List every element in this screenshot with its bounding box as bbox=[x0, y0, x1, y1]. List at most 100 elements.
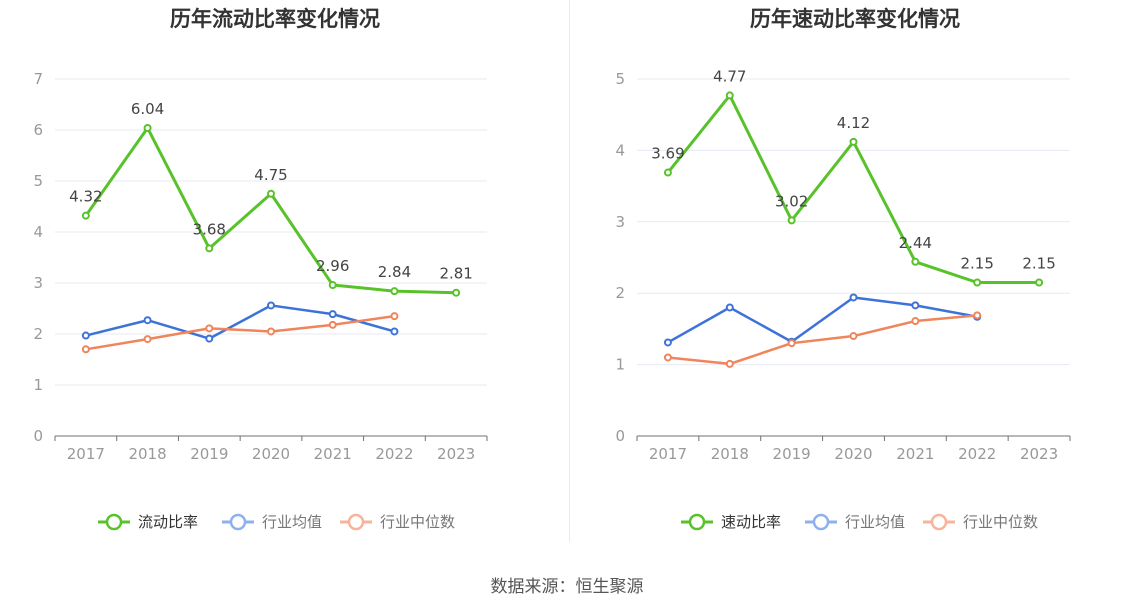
data-label: 2.81 bbox=[439, 265, 472, 283]
quick-ratio-legend: 速动比率 行业均值 行业中位数 bbox=[681, 513, 1038, 531]
data-point-ratio bbox=[205, 244, 214, 253]
x-tick-label: 2020 bbox=[252, 445, 290, 463]
legend-marker-icon bbox=[229, 513, 247, 531]
x-tick-label: 2017 bbox=[67, 445, 105, 463]
y-tick-label: 6 bbox=[33, 121, 43, 139]
series-industry-median bbox=[663, 311, 982, 368]
data-point-ratio bbox=[787, 216, 796, 225]
y-tick-label: 2 bbox=[615, 284, 625, 302]
data-point-industry-avg bbox=[267, 301, 275, 310]
data-source-label: 数据来源：恒生聚源 bbox=[490, 577, 644, 597]
data-point-industry-avg bbox=[390, 327, 399, 336]
y-tick-label: 4 bbox=[33, 223, 43, 241]
data-point-industry-avg bbox=[205, 334, 214, 343]
data-point-ratio bbox=[1035, 278, 1044, 287]
series-line-industry-median bbox=[85, 314, 395, 351]
legend-marker-icon bbox=[930, 513, 948, 531]
data-point-industry-median bbox=[328, 320, 337, 329]
data-point-industry-median bbox=[973, 311, 982, 320]
legend-marker-icon bbox=[347, 513, 365, 531]
legend-item-industry-avg[interactable]: 行业均值 bbox=[222, 513, 322, 531]
x-tick-label: 2019 bbox=[190, 445, 228, 463]
data-point-ratio bbox=[973, 278, 982, 287]
data-point-ratio bbox=[725, 91, 734, 100]
data-point-ratio bbox=[911, 257, 920, 266]
data-point-industry-median bbox=[849, 332, 858, 341]
data-point-industry-avg bbox=[143, 316, 152, 325]
x-tick-label: 2019 bbox=[773, 445, 811, 463]
y-tick-label: 5 bbox=[615, 70, 625, 88]
legend-label: 行业均值 bbox=[262, 513, 322, 531]
data-point-industry-median bbox=[911, 317, 920, 326]
series-ratio: 3.69 4.77 3.02 4.12 2.44 2.15 2.15 bbox=[651, 67, 1056, 287]
quick-ratio-title: 历年速动比率变化情况 bbox=[750, 7, 960, 31]
legend-marker-icon bbox=[105, 513, 123, 531]
quick-ratio-chart: 历年速动比率变化情况 0 1 2 3 4 5 2017 2018 2019 2020 2021 2022… bbox=[615, 7, 1071, 531]
y-tick-label: 3 bbox=[33, 274, 43, 292]
y-tick-label: 4 bbox=[615, 141, 625, 159]
y-tick-label: 1 bbox=[33, 376, 43, 394]
series-line-industry-median bbox=[667, 314, 978, 366]
y-tick-label: 5 bbox=[33, 172, 43, 190]
data-point-industry-median bbox=[81, 345, 90, 354]
x-tick-label: 2018 bbox=[711, 445, 749, 463]
y-tick-label: 1 bbox=[615, 356, 625, 374]
data-point-industry-avg bbox=[81, 331, 90, 340]
legend-item-ratio[interactable]: 速动比率 bbox=[681, 513, 781, 531]
data-label: 2.15 bbox=[961, 254, 994, 272]
legend-label: 行业中位数 bbox=[380, 513, 455, 531]
data-point-ratio bbox=[390, 287, 399, 296]
y-tick-label: 7 bbox=[33, 70, 43, 88]
legend-marker-icon bbox=[812, 513, 830, 531]
legend-label: 行业中位数 bbox=[963, 513, 1038, 531]
data-point-ratio bbox=[267, 189, 275, 198]
data-point-ratio bbox=[663, 168, 672, 177]
data-point-industry-avg bbox=[328, 310, 337, 319]
series-industry-median bbox=[81, 312, 399, 354]
x-tick-label: 2021 bbox=[896, 445, 934, 463]
data-label: 4.12 bbox=[837, 114, 870, 132]
data-point-ratio bbox=[452, 288, 461, 297]
current-ratio-legend: 流动比率 行业均值 行业中位数 bbox=[98, 513, 455, 531]
legend-item-ratio[interactable]: 流动比率 bbox=[98, 513, 198, 531]
data-point-industry-median bbox=[205, 324, 214, 333]
data-point-industry-median bbox=[787, 339, 796, 348]
x-tick-label: 2018 bbox=[128, 445, 166, 463]
data-label: 3.02 bbox=[775, 192, 808, 210]
data-point-industry-avg bbox=[849, 293, 858, 302]
series-line-industry-avg bbox=[667, 296, 978, 344]
series-ratio: 4.32 6.04 3.68 4.75 2.96 2.84 2.81 bbox=[69, 100, 473, 297]
legend-label: 行业均值 bbox=[845, 513, 905, 531]
series-line-industry-avg bbox=[85, 304, 395, 340]
y-tick-label: 0 bbox=[615, 427, 625, 445]
x-tick-label: 2023 bbox=[1020, 445, 1058, 463]
data-point-industry-avg bbox=[911, 301, 920, 310]
legend-label: 速动比率 bbox=[721, 513, 781, 531]
legend-marker-icon bbox=[688, 513, 706, 531]
current-ratio-title: 历年流动比率变化情况 bbox=[170, 7, 380, 31]
y-tick-label: 3 bbox=[615, 213, 625, 231]
data-point-industry-median bbox=[267, 327, 275, 336]
data-point-ratio bbox=[81, 211, 90, 220]
x-tick-label: 2022 bbox=[375, 445, 413, 463]
data-label: 2.44 bbox=[899, 234, 932, 252]
legend-item-industry-median[interactable]: 行业中位数 bbox=[340, 513, 455, 531]
data-point-industry-median bbox=[143, 335, 152, 344]
data-label: 2.84 bbox=[378, 263, 411, 281]
data-point-ratio bbox=[143, 123, 152, 132]
data-label: 4.77 bbox=[713, 67, 746, 85]
data-point-industry-median bbox=[663, 353, 672, 362]
panel-divider bbox=[569, 0, 570, 542]
y-tick-label: 0 bbox=[33, 427, 43, 445]
data-label: 2.96 bbox=[316, 257, 349, 275]
x-tick-label: 2023 bbox=[437, 445, 475, 463]
legend-item-industry-median[interactable]: 行业中位数 bbox=[923, 513, 1038, 531]
x-tick-label: 2017 bbox=[649, 445, 687, 463]
data-label: 3.68 bbox=[193, 220, 226, 238]
data-point-industry-median bbox=[390, 312, 399, 321]
data-label: 3.69 bbox=[651, 145, 684, 163]
legend-label: 流动比率 bbox=[138, 513, 198, 531]
data-label: 4.75 bbox=[254, 166, 287, 184]
legend-item-industry-avg[interactable]: 行业均值 bbox=[805, 513, 905, 531]
